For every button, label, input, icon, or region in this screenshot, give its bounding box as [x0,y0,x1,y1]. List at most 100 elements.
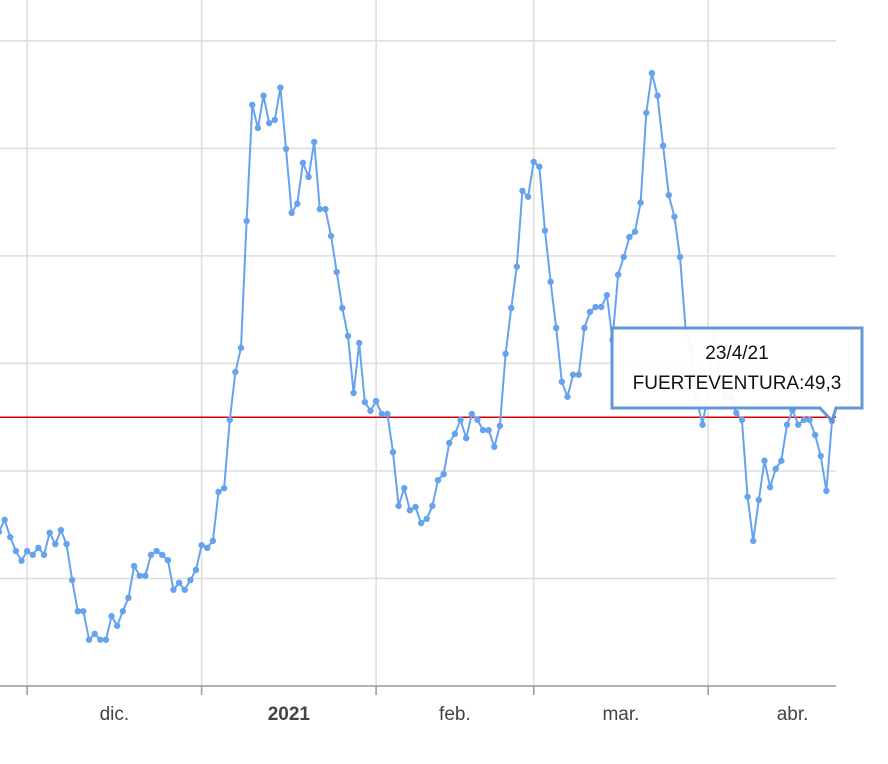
point [434,476,442,484]
point [294,200,301,207]
point [620,253,627,261]
point [778,457,785,464]
point [142,572,149,579]
point [800,416,808,424]
point [288,209,295,217]
point [249,101,256,109]
point [310,138,318,146]
point [299,159,307,167]
point [614,271,622,278]
point [766,483,774,491]
x-tick-label: mar. [602,704,639,725]
point [558,378,566,385]
point [468,410,475,418]
point [85,636,93,643]
point [530,158,537,166]
point [474,416,481,424]
point [744,493,751,500]
point [586,308,594,316]
point [265,119,273,127]
point [108,612,115,620]
point [130,562,138,570]
point [643,109,650,117]
point [170,586,177,593]
point [564,393,571,400]
point [569,371,577,378]
point [198,541,205,549]
point [305,173,312,181]
tooltip: 23/4/21 FUERTEVENTURA:49,3 [610,326,864,424]
point [350,389,357,397]
point [282,145,290,153]
point [220,484,228,492]
point [226,416,233,424]
point [333,268,340,276]
point [113,622,121,629]
point [153,547,160,555]
point [659,142,667,149]
point [327,232,335,240]
point [339,304,346,312]
point [507,304,515,312]
point [63,540,70,548]
point [417,519,425,527]
point [97,636,104,643]
point [147,551,155,559]
point [119,608,127,615]
point [733,409,740,417]
point [446,439,453,447]
point [783,421,791,428]
point [175,579,183,586]
point [823,487,830,495]
point [0,528,3,535]
point [80,608,87,615]
tooltip-date: 23/4/21 [705,343,768,364]
x-tick-label: feb. [439,704,471,725]
point [277,84,284,91]
point [344,332,352,340]
point [187,576,194,584]
point [209,537,217,545]
point [457,416,464,424]
point [750,537,757,545]
point [502,350,509,357]
point [316,205,324,213]
point [429,502,436,510]
point [761,457,768,464]
point [57,526,65,534]
point [699,421,706,428]
x-axis: dic. 2021 feb. mar. abr. [0,685,836,725]
point [524,193,532,200]
point [519,187,526,195]
x-tick-label: 2021 [268,704,311,725]
point [136,572,143,579]
point [389,448,397,456]
point [125,594,132,602]
point [29,551,36,559]
point [440,470,447,478]
point [491,443,498,450]
point [581,324,588,332]
point [755,496,763,504]
point [35,544,42,552]
point [159,551,166,559]
point [192,566,200,574]
point [46,529,53,536]
point [553,324,560,332]
point [12,547,20,555]
point [215,488,222,496]
point [384,410,391,418]
point [496,422,504,429]
point [395,502,402,510]
point [485,426,492,434]
point [1,516,8,524]
point [412,503,419,511]
point [676,253,684,261]
point [181,586,188,593]
point [356,339,363,347]
point [260,92,267,99]
point [23,547,31,555]
point [648,69,656,77]
point [479,426,487,434]
